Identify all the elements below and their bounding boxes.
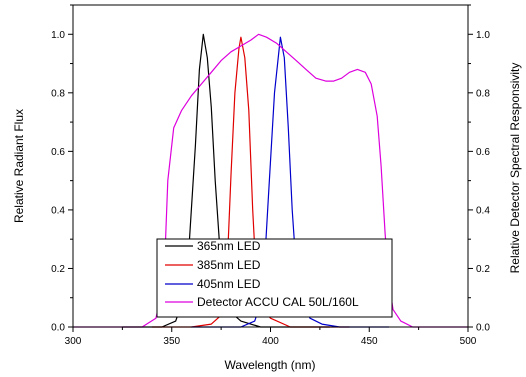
y2-tick-label: 0.4 xyxy=(476,205,490,216)
x-tick-label: 350 xyxy=(163,336,180,347)
y-tick-label: 1.0 xyxy=(51,30,65,41)
y-tick-label: 0.4 xyxy=(51,205,65,216)
legend-label-365nm: 365nm LED xyxy=(197,239,261,253)
x-tick-label: 400 xyxy=(262,336,279,347)
x-tick-label: 300 xyxy=(65,336,82,347)
y2-tick-label: 0.0 xyxy=(476,323,490,334)
x-tick-label: 500 xyxy=(460,336,477,347)
legend-label-385nm: 385nm LED xyxy=(197,258,261,272)
y2-tick-label: 0.8 xyxy=(476,88,490,99)
y-tick-label: 0.0 xyxy=(51,323,65,334)
y-tick-label: 0.2 xyxy=(51,264,65,275)
y2-axis-title: Relative Detector Spectral Responsivity xyxy=(508,63,522,274)
y-tick-label: 0.8 xyxy=(51,88,65,99)
x-axis-title: Wavelength (nm) xyxy=(225,358,316,372)
legend-label-detector: Detector ACCU CAL 50L/160L xyxy=(197,295,359,309)
x-tick-label: 450 xyxy=(361,336,378,347)
y2-tick-label: 1.0 xyxy=(476,30,490,41)
legend-label-405nm: 405nm LED xyxy=(197,277,261,291)
legend: 365nm LED 385nm LED 405nm LED Detector A… xyxy=(156,238,393,318)
legend-box xyxy=(156,238,393,318)
y2-tick-label: 0.2 xyxy=(476,264,490,275)
axis-layer: 300 350 400 450 500 0.0 0.2 0.4 0.6 0.8 1.0 0.0 0.2 0… xyxy=(51,4,490,347)
series-line-3 xyxy=(73,33,468,328)
y-tick-label: 0.6 xyxy=(51,147,65,158)
y2-tick-label: 0.6 xyxy=(476,147,490,158)
y-axis-title: Relative Radiant Flux xyxy=(12,109,26,223)
